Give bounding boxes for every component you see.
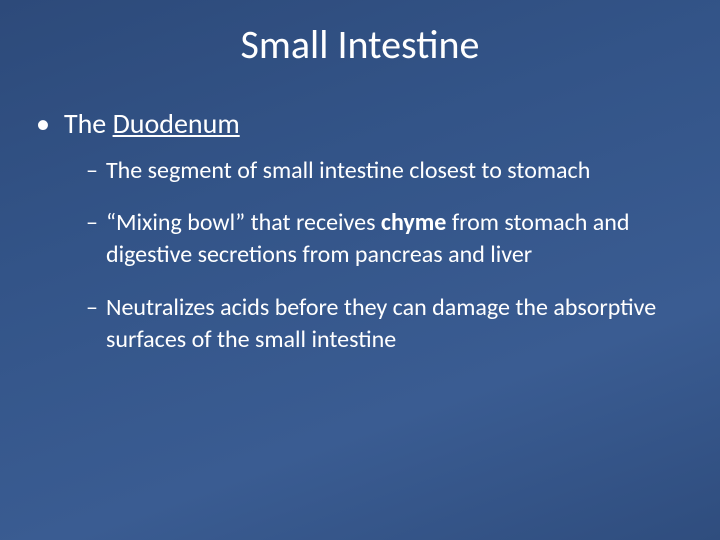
bullet-level1: • The Duodenum: [30, 107, 690, 141]
slide: Small Intestine • The Duodenum – The seg…: [0, 0, 720, 540]
dash-glyph: –: [86, 155, 98, 187]
level1-underlined: Duodenum: [113, 106, 240, 141]
level2-text-1: “Mixing bowl” that receives chyme from s…: [106, 207, 690, 272]
bullet-level2-item: – “Mixing bowl” that receives chyme from…: [86, 207, 690, 272]
dash-glyph: –: [86, 207, 98, 239]
dash-glyph: –: [86, 292, 98, 324]
bullet-level2-item: – The segment of small intestine closest…: [86, 155, 690, 187]
level1-text: The Duodenum: [64, 107, 240, 141]
close-quote: ”: [235, 208, 245, 237]
level1-prefix: The: [64, 106, 113, 141]
level2-text-0: The segment of small intestine closest t…: [106, 155, 590, 187]
quoted-term: Mixing bowl: [116, 208, 235, 237]
bullet-level2-item: – Neutralizes acids before they can dama…: [86, 292, 690, 357]
slide-title: Small Intestine: [30, 20, 690, 69]
bullet-glyph: •: [36, 107, 50, 141]
level2-text-2: Neutralizes acids before they can damage…: [106, 292, 690, 357]
open-quote: “: [106, 208, 116, 237]
bold-term: chyme: [381, 208, 446, 237]
mid-text-1a: that receives: [245, 208, 381, 237]
